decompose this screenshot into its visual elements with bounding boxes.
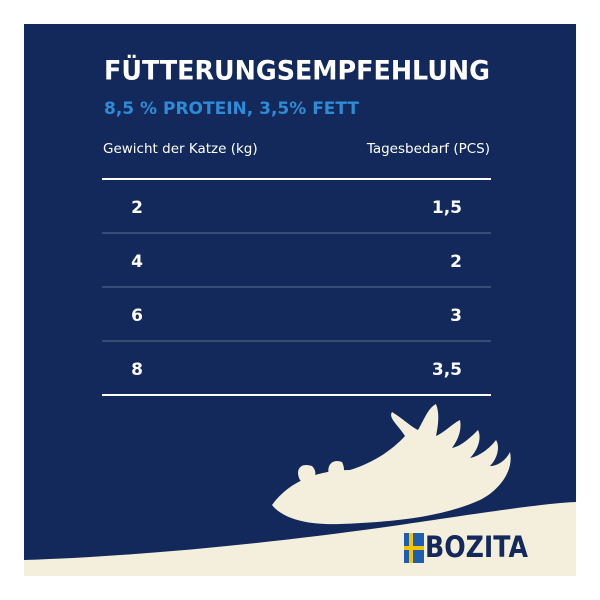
- column-header: Gewicht der Katze (kg): [103, 141, 258, 157]
- cell: 3,5: [432, 360, 462, 380]
- snow-wave: [24, 502, 576, 576]
- cell: 3: [450, 306, 462, 326]
- logo: BOZITA: [404, 530, 528, 564]
- cell: 8: [131, 360, 143, 380]
- antler-tips: [298, 460, 344, 486]
- subtitle: 8,5 % PROTEIN, 3,5% FETT: [104, 99, 359, 119]
- antler: [272, 404, 511, 525]
- table-body: 2 1,5 4 2 6 3 8 3,5: [102, 198, 491, 396]
- column-header: Tagesbedarf (PCS): [366, 141, 490, 157]
- cell: 1,5: [432, 198, 462, 218]
- flag-cross: [404, 546, 424, 550]
- cell: 4: [131, 252, 143, 272]
- title: FÜTTERUNGSEMPFEHLUNG: [104, 54, 490, 87]
- logo-text: BOZITA: [425, 530, 528, 564]
- cell: 6: [131, 306, 143, 326]
- cell: 2: [131, 198, 143, 218]
- cell: 2: [450, 252, 462, 272]
